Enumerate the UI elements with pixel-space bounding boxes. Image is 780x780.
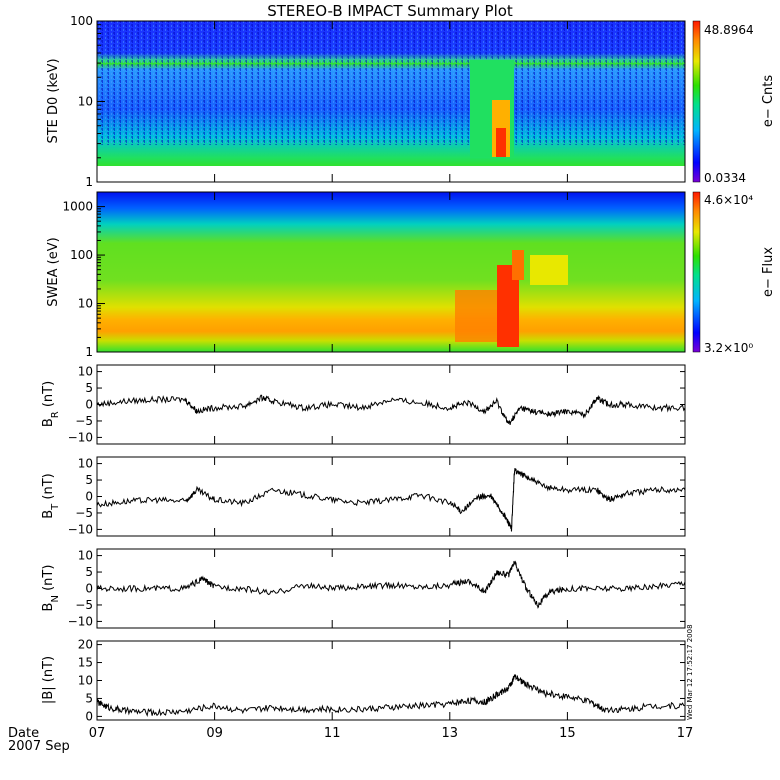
swea-heatmap xyxy=(97,192,685,352)
br-plot-frame xyxy=(96,364,686,445)
bt-ytick-label: 0 xyxy=(85,490,93,504)
bt-ytick-label: −5 xyxy=(75,506,93,520)
bmag-ytick-label: 5 xyxy=(85,691,93,705)
bt-ytick-label: 5 xyxy=(85,473,93,487)
ste-colorbar-bar xyxy=(692,20,701,183)
br-series-line xyxy=(96,394,686,425)
x-axis-ticks: 07 09 11 13 15 17 xyxy=(89,21,694,741)
swea-panel: SWEA (eV) xyxy=(46,191,686,353)
bt-y-ticks: −10 −5 0 5 10 xyxy=(68,457,685,536)
xtick-label: 15 xyxy=(559,726,576,741)
bn-ytick-label: −5 xyxy=(75,598,93,612)
ste-ytick-label: 1 xyxy=(85,175,93,189)
swea-y-ticks: 1 10 100 1000 xyxy=(62,191,105,359)
bt-ytick-label: 10 xyxy=(78,457,93,471)
bmag-ytick-label: 10 xyxy=(78,674,93,688)
swea-ytick-label: 10 xyxy=(78,297,93,311)
chart-title: STEREO-B IMPACT Summary Plot xyxy=(267,2,513,20)
xtick-label: 13 xyxy=(442,726,459,741)
ste-ylabel: STE D0 (keV) xyxy=(46,58,61,143)
ste-panel: STE D0 (keV) xyxy=(46,20,686,183)
xtick-label: 09 xyxy=(206,726,223,741)
swea-ytick-label: 100 xyxy=(70,248,93,262)
br-ylabel: BR (nT) xyxy=(41,381,61,427)
bn-ylabel: BN (nT) xyxy=(41,565,61,612)
bn-ytick-label: 10 xyxy=(78,549,93,563)
br-ytick-label: −5 xyxy=(75,414,93,428)
bt-panel: −10 −5 0 5 10 BT (nT) xyxy=(41,456,686,537)
swea-plot-frame xyxy=(96,191,686,353)
bn-series-line xyxy=(96,560,686,609)
bmag-y-ticks: 0 5 10 15 20 xyxy=(78,638,685,723)
ste-colorbar: 48.8964 0.0334 e− Cnts xyxy=(692,20,776,185)
bn-ytick-label: 0 xyxy=(85,582,93,596)
xtick-label: 11 xyxy=(324,726,341,741)
bmag-panel: 0 5 10 15 20 |B| (nT) xyxy=(41,638,686,723)
swea-event-core xyxy=(497,265,519,347)
bmag-ytick-label: 20 xyxy=(78,638,93,652)
ste-colorbar-min: 0.0334 xyxy=(704,171,746,185)
swea-event-left xyxy=(455,290,500,342)
swea-ylabel: SWEA (eV) xyxy=(46,237,61,306)
x-date-label: Date xyxy=(8,726,39,741)
bn-panel: −10 −5 0 5 10 BN (nT) xyxy=(41,548,686,629)
ste-colorbar-label: e− Cnts xyxy=(761,75,776,127)
ste-ytick-label: 10 xyxy=(78,95,93,109)
br-y-ticks: −10 −5 0 5 10 xyxy=(68,365,685,444)
bmag-ytick-label: 15 xyxy=(78,656,93,670)
xtick-label: 17 xyxy=(677,726,694,741)
ste-event-peak xyxy=(496,128,506,157)
ste-ytick-label: 100 xyxy=(70,14,93,28)
bt-ylabel: BT (nT) xyxy=(41,473,61,519)
swea-colorbar-label: e− Flux xyxy=(761,247,776,297)
swea-ytick-label: 1 xyxy=(85,345,93,359)
br-panel: −10 −5 0 5 10 BR (nT) xyxy=(41,364,686,445)
swea-colorbar-min: 3.2×10⁰ xyxy=(704,341,753,355)
bn-ytick-label: −10 xyxy=(68,614,93,628)
bmag-series-line xyxy=(96,674,686,718)
bt-ytick-label: −10 xyxy=(68,522,93,536)
xtick-label: 07 xyxy=(89,726,106,741)
bmag-ylabel: |B| (nT) xyxy=(41,656,56,704)
swea-event-upper xyxy=(512,250,524,280)
swea-colorbar-max: 4.6×10⁴ xyxy=(704,193,753,207)
bt-series-line xyxy=(96,468,686,532)
br-ytick-label: −10 xyxy=(68,430,93,444)
bmag-ytick-label: 0 xyxy=(85,709,93,723)
bn-y-ticks: −10 −5 0 5 10 xyxy=(68,549,685,628)
swea-event-tail xyxy=(530,255,568,285)
swea-colorbar-bar xyxy=(692,191,701,353)
bn-ytick-label: 5 xyxy=(85,565,93,579)
x-year-month: 2007 Sep xyxy=(8,739,70,754)
br-ytick-label: 5 xyxy=(85,381,93,395)
br-ytick-label: 0 xyxy=(85,398,93,412)
ste-y-ticks: 1 10 100 xyxy=(70,14,105,189)
swea-ytick-label: 1000 xyxy=(62,200,93,214)
footnote-timestamp: Wed Mar 12 17:52:17 2008 xyxy=(686,624,694,720)
swea-colorbar: 4.6×10⁴ 3.2×10⁰ e− Flux xyxy=(692,191,776,355)
ste-heatmap-texture xyxy=(97,21,685,145)
ste-colorbar-max: 48.8964 xyxy=(704,23,754,37)
br-ytick-label: 10 xyxy=(78,365,93,379)
